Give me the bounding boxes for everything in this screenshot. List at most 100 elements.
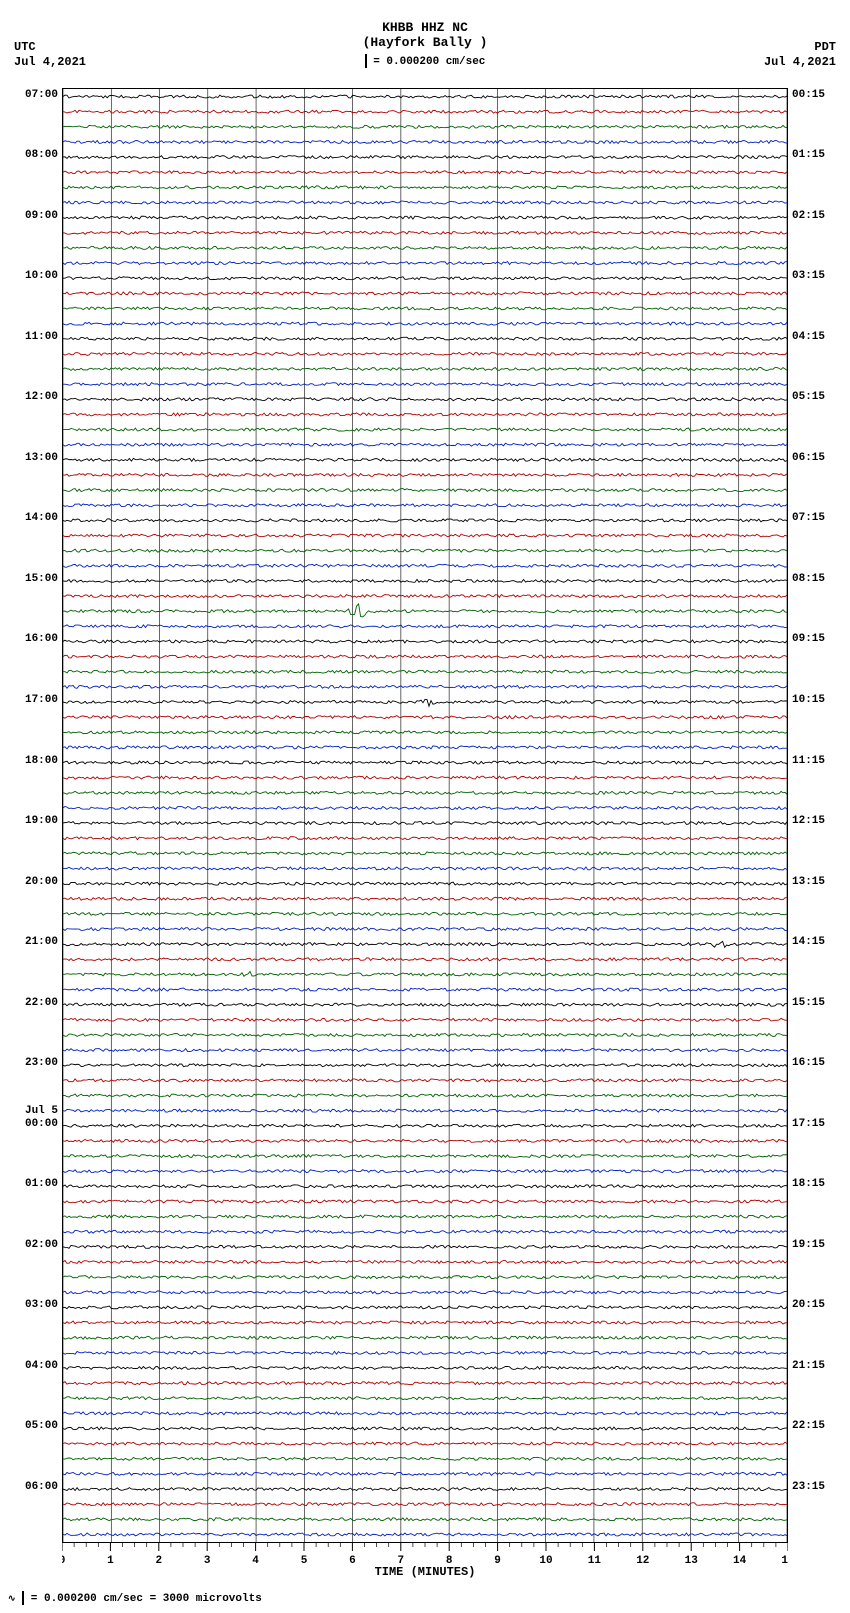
trace-row [63, 604, 787, 617]
trace-row [63, 292, 787, 295]
footer-text: = 0.000200 cm/sec = 3000 microvolts [31, 1593, 262, 1605]
trace-row [63, 897, 787, 900]
trace-row [63, 882, 787, 885]
svg-text:8: 8 [446, 1555, 453, 1567]
tz-left: UTC [14, 40, 36, 54]
left-time-label: 12:00 [14, 391, 58, 403]
trace-row [63, 731, 787, 734]
right-time-label: 11:15 [792, 755, 836, 767]
trace-row [63, 549, 787, 552]
trace-row [63, 504, 787, 507]
trace-row [63, 1397, 787, 1400]
trace-row [63, 246, 787, 249]
right-time-label: 15:15 [792, 997, 836, 1009]
trace-row [63, 140, 787, 143]
trace-row [63, 1427, 787, 1430]
helicorder-svg [63, 89, 787, 1542]
trace-row [63, 670, 787, 673]
trace-row [63, 473, 787, 476]
trace-row [63, 443, 787, 446]
right-time-label: 02:15 [792, 210, 836, 222]
svg-text:12: 12 [636, 1555, 649, 1567]
station-code: KHBB HHZ NC [0, 20, 850, 35]
trace-row [63, 95, 787, 98]
trace-row [63, 1124, 787, 1127]
trace-row [63, 1306, 787, 1309]
scale-bar-icon [365, 54, 367, 68]
trace-row [63, 699, 787, 706]
trace-row [63, 1366, 787, 1369]
svg-text:9: 9 [494, 1555, 501, 1567]
right-time-label: 10:15 [792, 694, 836, 706]
right-time-label: 23:15 [792, 1481, 836, 1493]
trace-row [63, 1033, 787, 1036]
trace-row [63, 1382, 787, 1385]
trace-row [63, 1321, 787, 1324]
right-time-label: 16:15 [792, 1057, 836, 1069]
trace-row [63, 156, 787, 159]
trace-row [63, 958, 787, 961]
left-time-label: 07:00 [14, 89, 58, 101]
right-time-label: 19:15 [792, 1239, 836, 1251]
trace-row [63, 1488, 787, 1491]
svg-text:10: 10 [539, 1555, 552, 1567]
left-time-label: 10:00 [14, 270, 58, 282]
footer-scale: ∿ = 0.000200 cm/sec = 3000 microvolts [8, 1591, 262, 1605]
trace-row [63, 655, 787, 658]
svg-text:14: 14 [733, 1555, 747, 1567]
trace-row [63, 837, 787, 840]
trace-row [63, 534, 787, 537]
left-time-label: 16:00 [14, 633, 58, 645]
left-time-label: 20:00 [14, 876, 58, 888]
trace-row [63, 1276, 787, 1279]
right-time-label: 09:15 [792, 633, 836, 645]
left-time-label: 06:00 [14, 1481, 58, 1493]
svg-text:3: 3 [204, 1555, 211, 1567]
left-time-label: 11:00 [14, 331, 58, 343]
left-time-label: 14:00 [14, 512, 58, 524]
trace-row [63, 413, 787, 416]
svg-text:11: 11 [588, 1555, 602, 1567]
trace-row [63, 912, 787, 915]
right-time-label: 07:15 [792, 512, 836, 524]
right-time-label: 20:15 [792, 1299, 836, 1311]
trace-row [63, 1170, 787, 1173]
trace-row [63, 1155, 787, 1158]
svg-text:1: 1 [107, 1555, 114, 1567]
mid-date-label: Jul 5 [14, 1105, 58, 1117]
left-time-label: 22:00 [14, 997, 58, 1009]
right-time-label: 21:15 [792, 1360, 836, 1372]
trace-row [63, 186, 787, 189]
scale-legend: = 0.000200 cm/sec [0, 54, 850, 68]
trace-row [63, 822, 787, 825]
scale-text: = 0.000200 cm/sec [373, 56, 485, 68]
trace-row [63, 1261, 787, 1264]
svg-text:4: 4 [252, 1555, 259, 1567]
date-left: Jul 4,2021 [14, 55, 86, 69]
trace-row [63, 1518, 787, 1521]
svg-text:0: 0 [62, 1555, 65, 1567]
trace-row [63, 322, 787, 325]
trace-row [63, 352, 787, 355]
trace-row [63, 595, 787, 598]
left-time-label: 23:00 [14, 1057, 58, 1069]
trace-row [63, 171, 787, 174]
footer-scale-bar-icon [22, 1591, 24, 1605]
trace-row [63, 1291, 787, 1294]
trace-row [63, 564, 787, 567]
right-time-label: 04:15 [792, 331, 836, 343]
trace-row [63, 746, 787, 749]
trace-row [63, 1245, 787, 1248]
left-time-label: 18:00 [14, 755, 58, 767]
right-time-label: 06:15 [792, 452, 836, 464]
svg-text:13: 13 [685, 1555, 699, 1567]
trace-row [63, 988, 787, 991]
trace-row [63, 231, 787, 234]
trace-row [63, 941, 787, 947]
left-time-label: 13:00 [14, 452, 58, 464]
svg-text:7: 7 [397, 1555, 404, 1567]
trace-row [63, 428, 787, 431]
svg-text:15: 15 [781, 1555, 788, 1567]
x-axis: TIME (MINUTES) 0123456789101112131415 [62, 1543, 788, 1573]
trace-row [63, 125, 787, 128]
